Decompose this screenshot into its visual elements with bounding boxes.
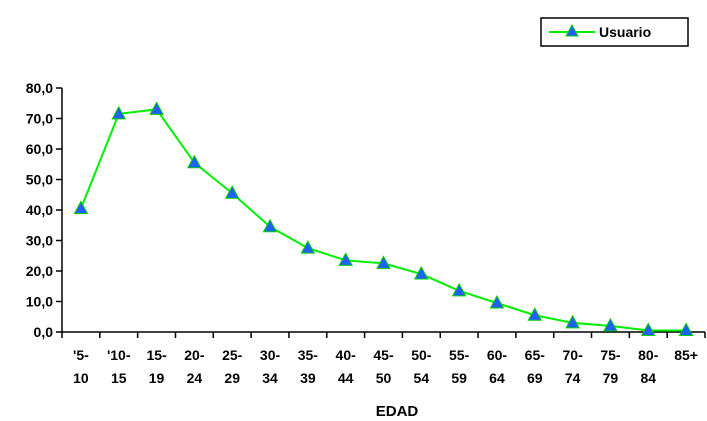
x-tick-label: 84 <box>640 370 656 386</box>
axes: 0,0 10,0 20,0 30,0 40,0 50,0 60,0 70,0 80,0 '5- 10… <box>26 80 706 386</box>
x-tick-label: 30- <box>260 347 281 363</box>
x-tick-label: 70- <box>563 347 584 363</box>
x-axis-label: EDAD <box>376 403 419 420</box>
plot-area <box>73 101 694 336</box>
x-tick-label: 29 <box>224 370 240 386</box>
x-tick-label: 45- <box>373 347 394 363</box>
x-tick-label: 24 <box>187 370 203 386</box>
x-tick-label: 59 <box>451 370 467 386</box>
data-point <box>565 314 580 329</box>
x-tick-label: 40- <box>336 347 357 363</box>
legend-label: Usuario <box>599 24 651 40</box>
data-point <box>678 322 694 336</box>
data-point <box>338 252 354 266</box>
x-tick-label: 50- <box>411 347 432 363</box>
x-tick-label: 44 <box>338 370 354 386</box>
x-tick-label: 20- <box>184 347 205 363</box>
x-tick-label: 50 <box>376 370 392 386</box>
x-tick-label: 74 <box>565 370 581 386</box>
data-point <box>300 240 316 254</box>
data-point <box>603 317 618 332</box>
y-tick-label: 50,0 <box>26 172 53 188</box>
data-point <box>413 266 429 280</box>
y-tick-label: 40,0 <box>26 202 53 218</box>
x-tick-label: 34 <box>262 370 278 386</box>
x-tick-label: 79 <box>603 370 619 386</box>
data-point <box>262 218 278 233</box>
data-point <box>376 255 391 269</box>
y-tick-label: 20,0 <box>26 263 53 279</box>
x-tick-label: 15 <box>111 370 127 386</box>
x-tick-label: 60- <box>487 347 508 363</box>
data-point <box>111 105 127 120</box>
x-tick-label: 15- <box>146 347 167 363</box>
x-tick-label: 75- <box>600 347 621 363</box>
x-tick-label: '5- <box>73 347 89 363</box>
x-tick-label: 39 <box>300 370 316 386</box>
x-tick-label: 69 <box>527 370 543 386</box>
data-point <box>527 307 543 321</box>
data-point <box>73 200 89 214</box>
x-tick-label: 54 <box>414 370 430 386</box>
legend: Usuario <box>540 17 689 47</box>
x-tick-label: '10- <box>107 347 131 363</box>
series-line <box>79 108 687 332</box>
x-tick-label: 85+ <box>674 347 698 363</box>
data-point <box>187 154 202 169</box>
x-tick-label: 55- <box>449 347 470 363</box>
data-point <box>224 185 240 199</box>
x-tick-label: 80- <box>638 347 659 363</box>
x-tick-label: 10 <box>73 370 89 386</box>
x-tick-label: 19 <box>149 370 165 386</box>
y-tick-label: 60,0 <box>26 141 53 157</box>
x-tick-label: 25- <box>222 347 243 363</box>
legend-marker <box>565 23 579 37</box>
y-tick-label: 30,0 <box>26 233 53 249</box>
data-point <box>451 282 467 297</box>
y-tick-label: 80,0 <box>26 80 53 96</box>
data-point <box>149 101 164 115</box>
y-tick-label: 0,0 <box>34 324 54 340</box>
data-point <box>640 322 656 336</box>
y-tick-label: 10,0 <box>26 294 53 310</box>
y-tick-label: 70,0 <box>26 111 53 127</box>
x-tick-label: 65- <box>525 347 546 363</box>
x-tick-label: 35- <box>298 347 319 363</box>
x-tick-label: 64 <box>489 370 505 386</box>
data-point <box>489 294 505 309</box>
